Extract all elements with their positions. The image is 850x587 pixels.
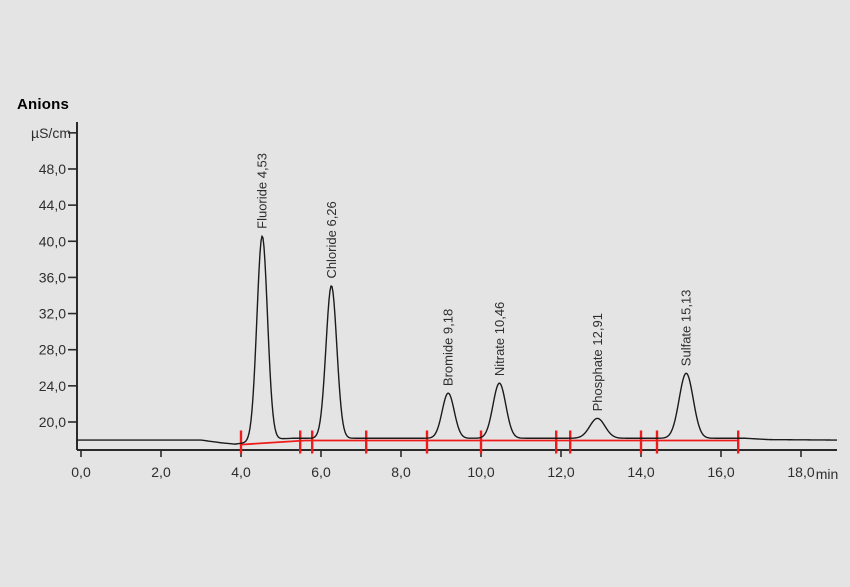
x-tick-label: 6,0 xyxy=(311,464,331,480)
chart-title: Anions xyxy=(17,96,70,113)
peak-label-nitrate: Nitrate 10,46 xyxy=(492,302,507,376)
x-tick-label: 18,0 xyxy=(787,464,814,480)
x-tick-label: 8,0 xyxy=(391,464,411,480)
y-tick-label: 24,0 xyxy=(39,378,66,394)
x-tick-label: 16,0 xyxy=(707,464,734,480)
x-tick-label: 2,0 xyxy=(151,464,171,480)
peak-label-sulfate: Sulfate 15,13 xyxy=(679,290,694,367)
y-tick-label: 32,0 xyxy=(39,306,66,322)
peak-label-fluoride: Fluoride 4,53 xyxy=(255,153,270,229)
peak-label-chloride: Chloride 6,26 xyxy=(324,201,339,278)
x-tick-label: 0,0 xyxy=(71,464,91,480)
peak-label-phosphate: Phosphate 12,91 xyxy=(590,313,605,411)
x-tick-label: 10,0 xyxy=(467,464,494,480)
y-tick-label: 48,0 xyxy=(39,161,66,177)
y-tick-label: 40,0 xyxy=(39,233,66,249)
y-tick-label: 20,0 xyxy=(39,414,66,430)
x-axis-unit-label: min xyxy=(816,466,839,482)
peak-label-bromide: Bromide 9,18 xyxy=(441,309,456,386)
y-tick-label: 44,0 xyxy=(39,197,66,213)
x-tick-label: 12,0 xyxy=(547,464,574,480)
y-axis-unit-label: µS/cm xyxy=(31,125,71,141)
signal-trace xyxy=(77,235,838,445)
y-tick-label: 36,0 xyxy=(39,269,66,285)
y-tick-label: 28,0 xyxy=(39,342,66,358)
x-tick-label: 4,0 xyxy=(231,464,251,480)
integration-baseline xyxy=(240,439,739,446)
x-tick-label: 14,0 xyxy=(627,464,654,480)
